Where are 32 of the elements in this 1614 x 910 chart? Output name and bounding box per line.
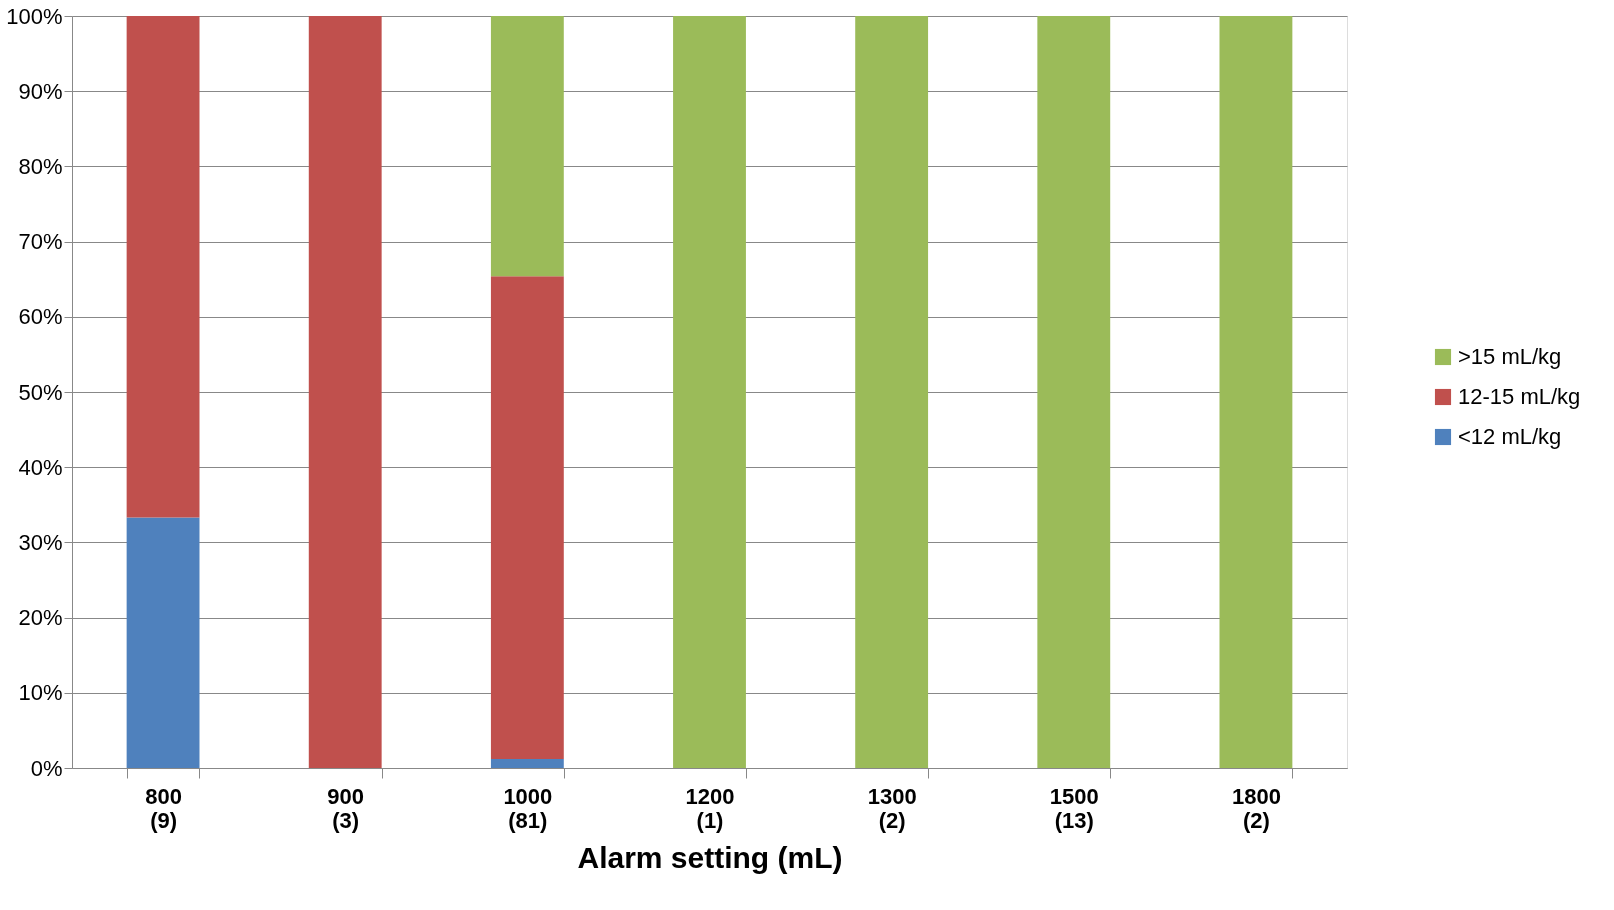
x-tick-label: 1800 (2)	[1231, 783, 1281, 833]
y-tick-label: 40%	[18, 454, 63, 480]
y-tick-label: 0%	[30, 755, 63, 781]
x-tick-label: 1000 (81)	[503, 783, 553, 833]
y-tick-label: 80%	[18, 153, 63, 179]
y-tick-label: 50%	[18, 379, 63, 405]
legend-label: <12 mL/kg	[1458, 424, 1562, 449]
y-tick-label: 90%	[18, 78, 63, 104]
bar	[490, 758, 564, 768]
bar	[308, 16, 382, 768]
x-tick-label: 1300 (2)	[867, 783, 917, 833]
bar	[126, 517, 200, 768]
bar	[855, 16, 929, 768]
bar	[126, 16, 200, 518]
y-tick-label: 30%	[18, 529, 63, 555]
bar	[490, 16, 564, 277]
x-tick-label: 1500 (13)	[1049, 783, 1099, 833]
y-tick-label: 60%	[18, 304, 63, 330]
bar	[1037, 16, 1111, 768]
x-tick-label: 800 (9)	[145, 783, 182, 833]
legend-label: >15 mL/kg	[1458, 344, 1562, 369]
y-tick-label: 100%	[6, 3, 63, 29]
x-axis-title: Alarm setting (mL)	[577, 840, 843, 874]
y-tick-label: 20%	[18, 605, 63, 631]
bar	[1219, 16, 1293, 768]
bar	[490, 276, 564, 759]
legend-label: 12-15 mL/kg	[1458, 384, 1581, 409]
y-tick-label: 10%	[18, 680, 63, 706]
x-tick-label: 900 (3)	[327, 783, 365, 833]
x-tick-label: 1200 (1)	[685, 783, 735, 833]
bar	[673, 16, 746, 768]
y-tick-label: 70%	[18, 229, 63, 255]
